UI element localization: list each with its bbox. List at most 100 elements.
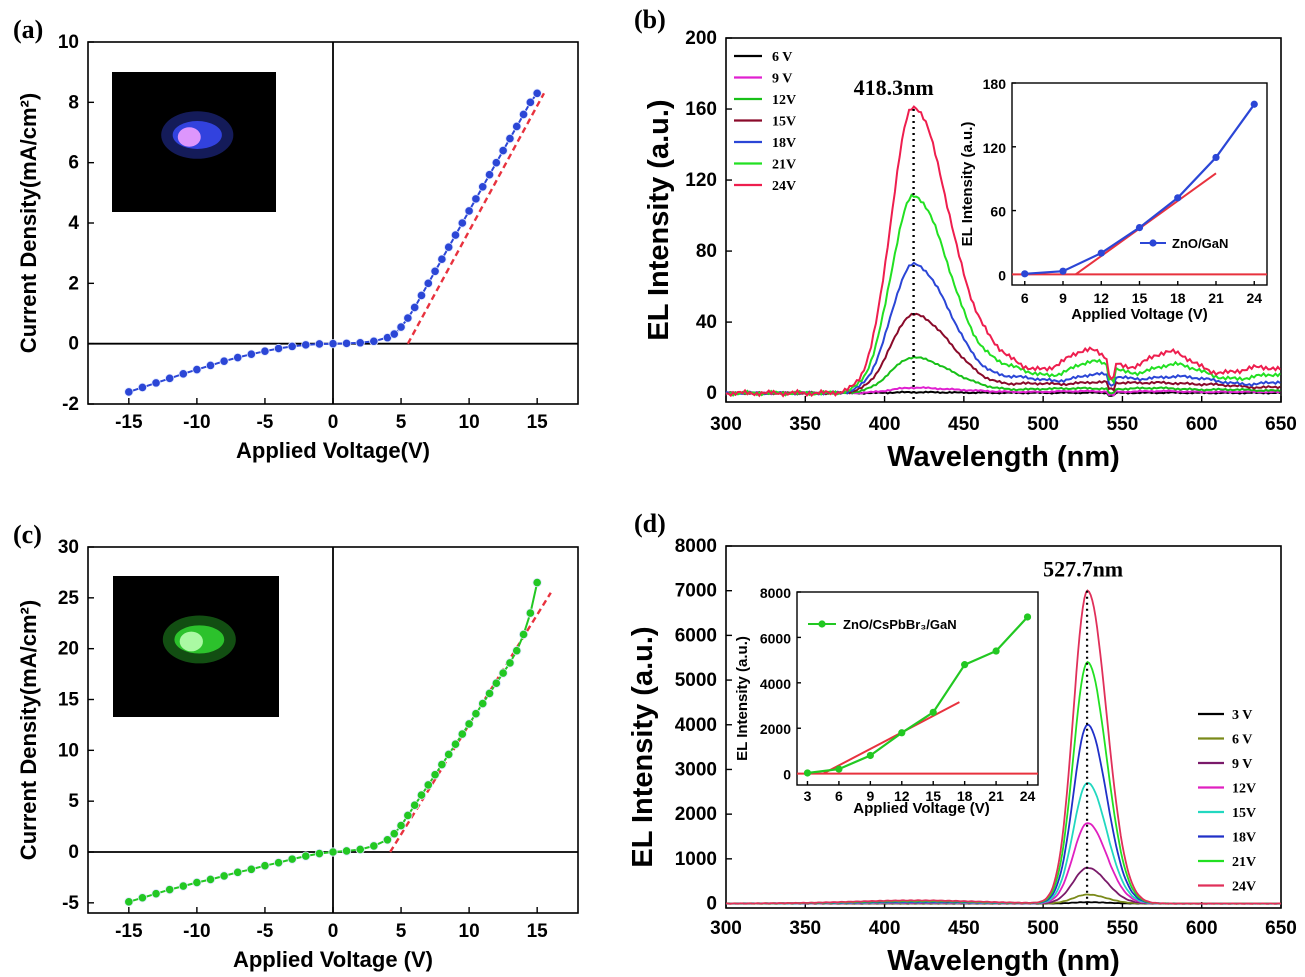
inset-x-tick-label: 21 [988,788,1004,804]
x-tick-label: 450 [948,918,980,939]
y-tick-label: 5000 [675,670,717,691]
y-tick-label: 1000 [675,849,717,870]
inset-y-tick-label: 0 [783,767,791,783]
x-tick-label: 10 [459,412,480,433]
peak-label: 418.3nm [854,75,934,100]
y-tick-label: 120 [685,170,717,191]
inset-data-point [1250,100,1258,108]
inset-y-tick-label: 4000 [760,676,791,692]
spectrum-3 [725,822,1282,905]
legend-label: 3 V [1232,708,1252,723]
inset-data-point [898,729,906,737]
x-axis-title: Wavelength (nm) [887,945,1120,977]
inset-fit-line [822,701,960,775]
x-tick-label: 5 [396,412,407,433]
data-point [178,369,188,379]
y-tick-label: 15 [58,690,80,711]
data-point [403,313,413,323]
y-tick-label: 2 [68,273,79,294]
y-tick-label: 6 [68,153,79,174]
x-tick-label: 550 [1107,414,1139,435]
data-point [192,365,202,375]
inset-photo-hotspot [177,127,201,147]
inset-x-tick-label: 9 [866,788,874,804]
data-point [355,844,365,855]
panel-d: (d) 300 350 400 450 500 550 600 650 0 1000 2000 3000… [627,509,1297,977]
inset-y-axis-title: EL Intensity (a.u.) [734,636,751,761]
y-tick-label: 4000 [675,715,717,736]
y-tick-label: 3000 [675,759,717,780]
x-axis-title: Wavelength (nm) [887,441,1120,473]
data-point [124,897,134,907]
x-tick-label: 600 [1186,414,1218,435]
inset-data-point [1021,270,1029,278]
plot-frame [725,37,1282,403]
y-tick-label: 40 [696,312,717,333]
data-point [151,889,161,899]
x-tick-label: 650 [1265,918,1297,939]
legend-label: 12V [772,93,796,108]
legend: 3 V 6 V 9 V 12V 15V 18V 21V 24V [1198,708,1256,895]
y-tick-label: 8000 [675,536,717,557]
data-point [471,709,481,719]
y-tick-label: 25 [58,588,80,609]
x-tick-label: 0 [328,412,339,433]
inset-x-axis-title: Applied Voltage (V) [1071,306,1207,323]
spectrum-6 [725,105,1281,398]
inset-legend-marker [1149,239,1157,247]
x-tick-label: 300 [710,918,742,939]
data-point [137,893,148,903]
inset-data-point [803,769,812,777]
data-point [518,109,529,120]
inset-data-point [1135,223,1144,232]
data-point [505,133,515,144]
inset-data-point [1059,267,1067,275]
inset-series-line [807,616,1029,775]
data-point [464,206,474,216]
data-point [219,871,229,881]
data-point [328,339,338,349]
y-axis-title: EL Intensity (a.u.) [643,99,675,340]
data-point [478,698,488,709]
data-point [369,336,379,346]
y-axis-title: Current Density(mA/cm²) [16,600,41,860]
inset-chart: 3 6 9 12 15 18 21 24 0 2000 4000 6000 8000 Applied Vo… [734,585,1039,817]
legend-label: 15V [1232,806,1256,821]
data-point [219,356,229,366]
inset-y-axis-title: EL Intensity (a.u.) [959,122,976,247]
data-point [450,230,461,240]
data-point [233,352,243,363]
y-tick-label: 7000 [675,581,717,602]
data-point [471,194,481,204]
y-axis-title: Current Density(mA/cm²) [16,93,41,353]
data-point [403,810,413,821]
inset-x-tick-label: 6 [1021,290,1029,306]
data-point [437,254,447,264]
data-point [287,341,297,351]
data-point [498,668,508,678]
x-tick-label: 450 [948,414,980,435]
data-point [505,658,515,668]
x-axis-title: Applied Voltage(V) [236,438,430,463]
data-point [137,382,148,393]
x-tick-label: -15 [115,921,143,942]
data-point [342,338,352,348]
inset-data-point [1097,249,1105,257]
data-point [205,360,216,370]
data-point [287,854,297,864]
y-tick-label: 0 [68,842,79,863]
x-tick-label: 0 [328,921,339,942]
legend-label: 9 V [772,72,792,87]
y-tick-label: 10 [58,32,79,53]
data-point [518,629,529,640]
x-tick-label: -5 [256,412,273,433]
data-point [478,182,488,192]
data-point [301,851,311,861]
inset-frame [1011,82,1268,286]
legend-label: 21V [772,158,796,173]
y-tick-label: 0 [706,894,717,915]
data-point [532,577,542,588]
panel-label: (d) [634,509,666,538]
data-point [525,97,535,107]
x-tick-label: 300 [710,414,742,435]
